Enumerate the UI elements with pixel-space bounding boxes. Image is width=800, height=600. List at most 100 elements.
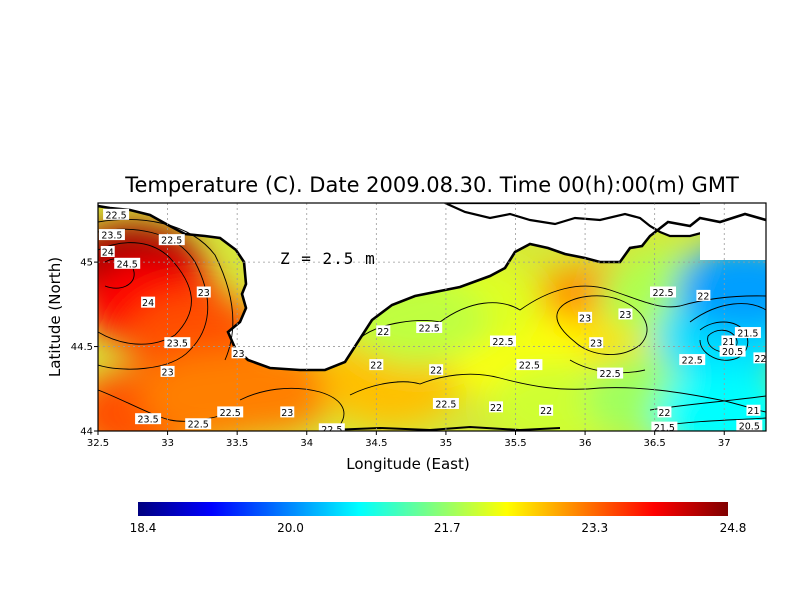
contour-label-9: 23 xyxy=(160,365,175,378)
contour-label-text: 21 xyxy=(747,406,759,417)
contour-label-text: 22 xyxy=(754,354,766,365)
colorbar xyxy=(138,502,728,516)
y-tick-label: 44 xyxy=(80,427,93,438)
contour-label-text: 23 xyxy=(281,408,293,419)
contour-label-text: 22.5 xyxy=(419,323,440,334)
contour-label-text: 22 xyxy=(540,406,552,417)
contour-label-bg xyxy=(416,321,443,333)
contour-label-32: 21 xyxy=(721,335,736,348)
contour-label-bg xyxy=(597,367,624,379)
contour-label-bg xyxy=(318,423,345,431)
x-axis-label: Longitude (East) xyxy=(346,455,469,473)
contour-label-11: 22.5 xyxy=(185,418,212,431)
contour-label-text: 23.5 xyxy=(101,231,122,242)
contour-label-text: 23 xyxy=(590,339,602,350)
contour-label-bg xyxy=(696,289,711,301)
contour-label-bg xyxy=(734,327,761,339)
land-crimea xyxy=(98,203,766,370)
contour-label-text: 22.5 xyxy=(519,361,540,372)
contour-label-bg xyxy=(679,354,706,366)
contour-label-text: 23 xyxy=(579,313,591,324)
contour-label-bg xyxy=(719,345,746,357)
contour-label-bg xyxy=(160,365,175,377)
contour-label-bg xyxy=(376,325,391,337)
contour-label-16: 22.5 xyxy=(416,321,443,334)
contour-label-text: 21 xyxy=(722,337,734,348)
contour-label-text: 22.5 xyxy=(652,288,673,299)
x-axis-ticks: 32.5 33 33.5 34 34.5 35 35.5 36 36.5 37 xyxy=(87,431,731,449)
heat-blob-18 xyxy=(654,369,766,431)
contour-label-14: 22.5 xyxy=(318,423,345,436)
y-tick-label: 45 xyxy=(80,258,93,269)
chart-title: Temperature (C). Date 2009.08.30. Time 0… xyxy=(124,173,739,197)
contour-label-8: 23 xyxy=(231,347,246,360)
x-tick-label: 36.5 xyxy=(644,438,666,449)
contour-label-13: 23 xyxy=(280,406,295,419)
contour-label-18: 22 xyxy=(429,364,444,377)
contour-label-bg xyxy=(429,364,444,376)
contour-label-text: 22.5 xyxy=(321,425,342,436)
contour-label-bg xyxy=(539,404,554,416)
contour-label-33: 20.5 xyxy=(719,345,746,358)
contour-label-text: 21.5 xyxy=(654,423,675,434)
contour-label-text: 22.5 xyxy=(435,399,456,410)
contour-label-26: 23 xyxy=(589,337,604,350)
colorbar-tick-label: 18.4 xyxy=(130,521,157,535)
contour-label-12: 22.5 xyxy=(217,406,244,419)
contour-label-text: 22 xyxy=(697,291,709,302)
x-tick-label: 32.5 xyxy=(87,438,109,449)
contour-label-bg xyxy=(217,406,244,418)
contour-label-10: 23.5 xyxy=(135,413,162,426)
contour-label-text: 22.5 xyxy=(220,408,241,419)
depth-annotation: Z = 2.5 m xyxy=(280,249,376,268)
contour-label-bg xyxy=(196,286,211,298)
contour-label-27: 22.5 xyxy=(597,367,624,380)
contour-label-bg xyxy=(280,406,295,418)
contour-label-bg xyxy=(516,359,543,371)
contour-label-text: 23 xyxy=(619,310,631,321)
contour-label-19: 22.5 xyxy=(432,397,459,410)
contour-label-17: 22 xyxy=(369,359,384,372)
coastline xyxy=(98,204,766,372)
contour-label-bg xyxy=(141,296,156,308)
x-tick-label: 35.5 xyxy=(504,438,526,449)
contour-label-text: 24 xyxy=(102,247,114,258)
contour-label-bg xyxy=(231,347,246,359)
y-tick-label: 44.5 xyxy=(71,342,93,353)
contour-label-text: 22 xyxy=(377,327,389,338)
contour-label-5: 24 xyxy=(141,296,156,309)
contour-label-bg xyxy=(589,337,604,349)
contour-label-bg xyxy=(746,404,761,416)
contour-label-38: 20.5 xyxy=(736,419,763,432)
contour-label-bg xyxy=(432,397,459,409)
contour-label-text: 23 xyxy=(233,349,245,360)
contour-label-bg xyxy=(135,413,162,425)
contour-label-35: 22 xyxy=(657,406,672,419)
contour-label-31: 21.5 xyxy=(734,327,761,340)
contour-label-21: 22.5 xyxy=(516,359,543,372)
contour-label-0: 22.5 xyxy=(103,208,130,221)
colorbar-tick-label: 23.3 xyxy=(581,521,608,535)
contour-label-text: 20.5 xyxy=(739,421,760,432)
contour-label-text: 22.5 xyxy=(188,420,209,431)
contour-label-bg xyxy=(164,337,191,349)
x-tick-label: 33 xyxy=(161,438,174,449)
contour-label-34: 22 xyxy=(753,352,766,365)
contour-label-bg xyxy=(489,401,504,413)
contour-label-text: 23.5 xyxy=(138,415,159,426)
contour-label-15: 22 xyxy=(376,325,391,338)
contour-label-20: 22.5 xyxy=(489,335,516,348)
contour-label-text: 23.5 xyxy=(167,339,188,350)
contour-label-text: 24.5 xyxy=(117,259,138,270)
gridlines xyxy=(98,203,766,431)
heat-blob-17 xyxy=(675,242,766,333)
contour-label-bg xyxy=(103,208,130,220)
x-tick-label: 33.5 xyxy=(226,438,248,449)
contour-label-text: 22.5 xyxy=(492,337,513,348)
contour-label-bg xyxy=(114,257,141,269)
contour-label-text: 24 xyxy=(142,298,154,309)
contour-label-text: 21.5 xyxy=(737,329,758,340)
